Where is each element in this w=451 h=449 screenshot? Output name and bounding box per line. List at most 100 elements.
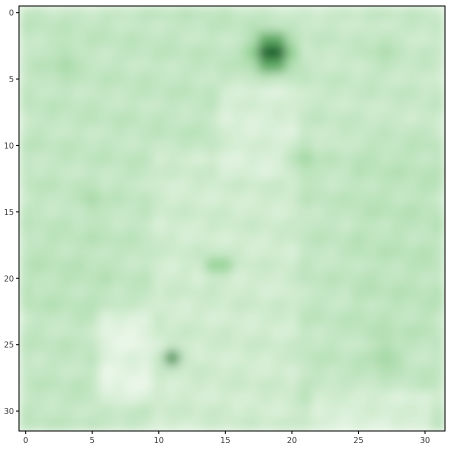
- x-tick-label: 0: [23, 436, 28, 445]
- heatmap-cell: [258, 377, 273, 392]
- heatmap-cell: [285, 298, 300, 313]
- heatmap-cell: [245, 417, 260, 431]
- heatmap-cell: [85, 191, 100, 206]
- heatmap-cell: [298, 271, 313, 286]
- heatmap-cell: [98, 45, 113, 60]
- heatmap-cell: [125, 351, 140, 366]
- heatmap-cell: [138, 191, 153, 206]
- heatmap-cell: [98, 218, 113, 233]
- heatmap-cell: [58, 338, 73, 352]
- heatmap-cell: [431, 231, 445, 246]
- y-tick-label: 10: [4, 141, 14, 150]
- heatmap-cell: [205, 19, 220, 34]
- heatmap-cell: [125, 245, 140, 259]
- heatmap-cell: [125, 417, 140, 431]
- heatmap-cell: [178, 417, 193, 431]
- heatmap-cell: [258, 404, 273, 419]
- heatmap-cell: [431, 364, 445, 379]
- heatmap-cell: [32, 98, 47, 113]
- heatmap-cell: [351, 364, 366, 379]
- heatmap-cell: [405, 258, 419, 273]
- heatmap-cell: [178, 205, 193, 220]
- heatmap-cell: [205, 218, 220, 233]
- heatmap-cell: [165, 417, 180, 431]
- heatmap-cell: [351, 178, 366, 193]
- heatmap-cell: [245, 125, 260, 140]
- heatmap-cell: [125, 178, 140, 193]
- heatmap-cell: [311, 178, 326, 193]
- heatmap-cell: [138, 98, 153, 113]
- heatmap-cell: [311, 258, 326, 273]
- heatmap-cell: [152, 284, 167, 299]
- heatmap-cell: [431, 32, 445, 47]
- heatmap-cell: [112, 218, 127, 233]
- heatmap-cell: [298, 298, 313, 313]
- heatmap-cell: [98, 377, 113, 392]
- heatmap-cell: [285, 404, 300, 419]
- heatmap-cell: [218, 351, 233, 366]
- heatmap-cell: [285, 191, 300, 206]
- heatmap-cell: [311, 152, 326, 166]
- heatmap-cell: [32, 284, 47, 299]
- heatmap-cell: [391, 45, 406, 60]
- heatmap-cell: [311, 364, 326, 379]
- heatmap-cell: [378, 125, 393, 140]
- heatmap-cell: [32, 45, 47, 60]
- heatmap-cell: [72, 98, 87, 113]
- heatmap-cell: [112, 298, 127, 313]
- heatmap-cell: [165, 231, 180, 246]
- heatmap-cell: [391, 417, 406, 431]
- heatmap-cell: [298, 125, 313, 140]
- heatmap-cell: [165, 364, 180, 379]
- heatmap-cell: [378, 191, 393, 206]
- heatmap-cell: [285, 284, 300, 299]
- heatmap-cell: [112, 311, 127, 326]
- heatmap-cell: [112, 245, 127, 259]
- heatmap-cell: [271, 377, 286, 392]
- heatmap-cell: [98, 404, 113, 419]
- heatmap-cell: [192, 338, 206, 352]
- heatmap-cell: [365, 98, 380, 113]
- heatmap-cell: [258, 258, 273, 273]
- heatmap-cell: [152, 205, 167, 220]
- heatmap-cell: [178, 72, 193, 87]
- heatmap-cell: [152, 391, 167, 406]
- heatmap-cell: [165, 59, 180, 74]
- heatmap-cell: [138, 271, 153, 286]
- heatmap-cell: [218, 112, 233, 127]
- heatmap-cell: [98, 338, 113, 352]
- heatmap-cell: [232, 45, 246, 60]
- heatmap-cell: [178, 85, 193, 100]
- heatmap-cell: [271, 271, 286, 286]
- heatmap-cell: [112, 271, 127, 286]
- heatmap-cell: [418, 391, 433, 406]
- heatmap-cell: [365, 298, 380, 313]
- heatmap-cell: [218, 6, 233, 20]
- heatmap-cell: [271, 138, 286, 153]
- heatmap-cell: [85, 284, 100, 299]
- heatmap-cell: [125, 271, 140, 286]
- heatmap-cell: [258, 284, 273, 299]
- heatmap-cell: [205, 391, 220, 406]
- heatmap-cell: [285, 218, 300, 233]
- heatmap-cell: [98, 205, 113, 220]
- heatmap-cell: [391, 152, 406, 166]
- heatmap-cell: [285, 391, 300, 406]
- heatmap-cell: [418, 417, 433, 431]
- heatmap-cell: [32, 32, 47, 47]
- heatmap-cell: [98, 59, 113, 74]
- heatmap-cell: [98, 364, 113, 379]
- heatmap-cell: [165, 377, 180, 392]
- heatmap-cell: [58, 417, 73, 431]
- heatmap-cell: [285, 178, 300, 193]
- heatmap-cell: [192, 165, 206, 180]
- heatmap-cell: [138, 72, 153, 87]
- heatmap-cell: [85, 6, 100, 20]
- heatmap-cell: [378, 271, 393, 286]
- heatmap-cell: [232, 138, 246, 153]
- plot-frame: [18, 5, 446, 432]
- heatmap-cell: [418, 165, 433, 180]
- heatmap-cell: [45, 298, 60, 313]
- heatmap-cell: [378, 6, 393, 20]
- heatmap-cell: [98, 391, 113, 406]
